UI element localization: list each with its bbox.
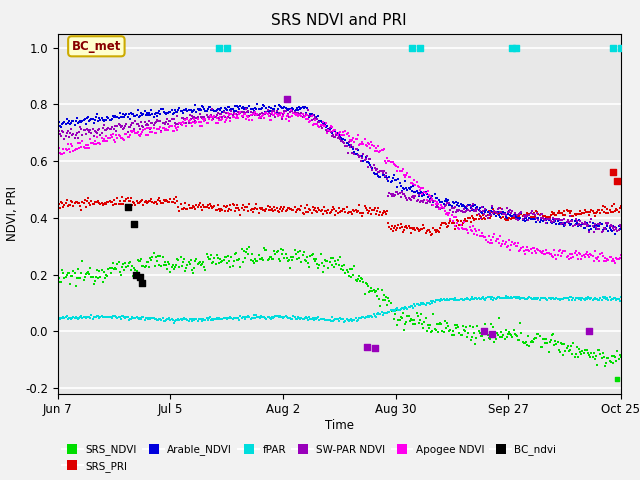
Line: fPAR: fPAR — [56, 295, 622, 324]
BC_ndvi — [137, 279, 147, 287]
Point — [507, 44, 517, 52]
Point — [487, 330, 497, 338]
Apogee NDVI — [360, 141, 367, 147]
Apogee NDVI — [611, 260, 619, 266]
Line: Apogee NDVI: Apogee NDVI — [56, 109, 622, 264]
Arable_NDVI — [611, 231, 619, 237]
SRS_NDVI — [601, 363, 609, 369]
SW-PAR NDVI — [605, 223, 613, 228]
Apogee NDVI — [54, 152, 61, 158]
SRS_PRI — [518, 212, 525, 217]
Arable_NDVI — [54, 123, 61, 129]
Apogee NDVI — [323, 120, 330, 126]
Arable_NDVI — [617, 223, 625, 229]
BC_ndvi — [123, 203, 133, 210]
fPAR — [326, 317, 333, 323]
SRS_NDVI — [516, 320, 524, 326]
SRS_PRI — [326, 210, 333, 216]
Arable_NDVI — [253, 101, 261, 107]
Apogee NDVI — [287, 108, 295, 113]
BC_ndvi — [135, 274, 145, 281]
fPAR — [518, 296, 525, 301]
Point — [607, 168, 618, 176]
Line: SRS_PRI: SRS_PRI — [56, 195, 622, 236]
SW-PAR NDVI — [390, 193, 398, 199]
SW-PAR NDVI — [617, 224, 625, 229]
SRS_PRI — [617, 204, 625, 209]
SRS_NDVI — [617, 354, 625, 360]
Point — [479, 327, 489, 335]
Point — [415, 44, 425, 52]
fPAR — [323, 317, 330, 323]
Point — [221, 44, 232, 52]
SW-PAR NDVI — [243, 106, 250, 112]
SRS_PRI — [172, 194, 180, 200]
Point — [282, 95, 292, 103]
SW-PAR NDVI — [54, 134, 61, 140]
Arable_NDVI — [326, 126, 333, 132]
Apogee NDVI — [605, 258, 612, 264]
SRS_NDVI — [326, 259, 333, 265]
SRS_NDVI — [323, 259, 330, 264]
fPAR — [605, 294, 613, 300]
SRS_PRI — [54, 203, 61, 208]
Apogee NDVI — [617, 252, 625, 258]
Point — [607, 44, 618, 52]
SRS_NDVI — [390, 316, 398, 322]
Point — [612, 177, 622, 185]
Text: BC_met: BC_met — [72, 40, 121, 53]
SW-PAR NDVI — [516, 210, 524, 216]
X-axis label: Time: Time — [324, 419, 354, 432]
Point — [406, 44, 417, 52]
SRS_NDVI — [246, 244, 253, 250]
SRS_PRI — [605, 207, 613, 213]
Arable_NDVI — [605, 228, 612, 234]
Apogee NDVI — [326, 128, 333, 133]
SW-PAR NDVI — [598, 229, 605, 235]
Y-axis label: NDVI, PRI: NDVI, PRI — [6, 186, 19, 241]
Point — [371, 345, 381, 352]
fPAR — [170, 320, 178, 326]
Point — [616, 44, 626, 52]
BC_ndvi — [129, 220, 139, 228]
BC_ndvi — [131, 271, 141, 278]
Arable_NDVI — [323, 124, 330, 130]
Line: Arable_NDVI: Arable_NDVI — [56, 102, 622, 235]
Arable_NDVI — [390, 172, 398, 178]
fPAR — [390, 307, 398, 313]
Legend: SRS_NDVI, SRS_PRI, Arable_NDVI, fPAR, SW-PAR NDVI, Apogee NDVI, BC_ndvi: SRS_NDVI, SRS_PRI, Arable_NDVI, fPAR, SW… — [58, 441, 561, 476]
SRS_PRI — [323, 208, 330, 214]
Arable_NDVI — [360, 158, 367, 164]
Line: SW-PAR NDVI: SW-PAR NDVI — [56, 108, 622, 234]
Title: SRS NDVI and PRI: SRS NDVI and PRI — [271, 13, 407, 28]
SRS_NDVI — [360, 279, 367, 285]
Apogee NDVI — [516, 248, 524, 253]
Point — [584, 327, 594, 335]
Point — [511, 44, 522, 52]
SRS_NDVI — [605, 359, 613, 364]
Apogee NDVI — [390, 161, 398, 167]
SRS_NDVI — [54, 278, 61, 284]
SRS_PRI — [360, 210, 367, 216]
SRS_PRI — [428, 232, 435, 238]
fPAR — [360, 314, 367, 320]
fPAR — [502, 294, 509, 300]
fPAR — [617, 294, 625, 300]
Point — [362, 343, 372, 351]
SRS_PRI — [390, 225, 398, 231]
Line: SRS_NDVI: SRS_NDVI — [56, 246, 622, 368]
Arable_NDVI — [516, 215, 524, 221]
Point — [612, 375, 622, 383]
SW-PAR NDVI — [360, 151, 367, 157]
SW-PAR NDVI — [323, 128, 330, 133]
SW-PAR NDVI — [326, 125, 333, 131]
fPAR — [54, 316, 61, 322]
Point — [213, 44, 223, 52]
